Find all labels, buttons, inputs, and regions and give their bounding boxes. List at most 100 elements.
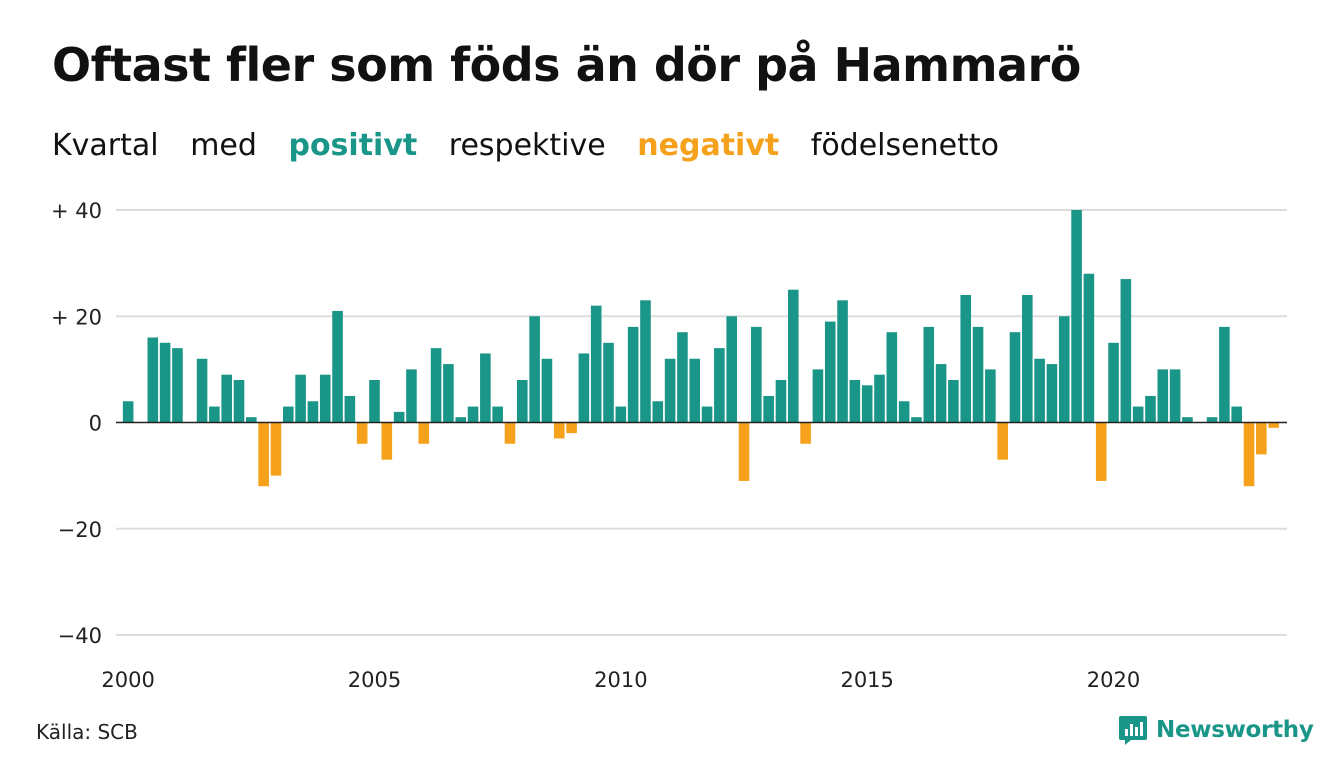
bar-positive [295,374,306,423]
bar-positive [615,406,627,423]
bar-positive [898,401,910,423]
brand-name: Newsworthy [1156,717,1314,743]
bar-positive [369,380,380,423]
bar-positive [172,348,183,423]
subtitle-word: Kvartal [52,128,159,163]
bar-positive [1046,364,1058,423]
bar-positive [406,369,417,423]
bar-positive [517,380,528,423]
bar-positive [1022,295,1033,423]
bars [122,210,1279,487]
bar-positive [923,326,935,423]
source-note: Källa: SCB [36,720,138,744]
bar-positive [467,406,479,423]
bar-positive [1182,417,1193,423]
bar-positive [1083,273,1095,423]
bar-positive [307,401,319,423]
bar-positive [664,358,676,423]
bar-positive [443,364,454,423]
bar-negative [1256,422,1267,455]
y-tick-label: + 40 [51,199,102,223]
bar-positive [578,353,590,423]
bar-positive [1231,406,1242,423]
bar-negative [800,422,811,444]
bar-negative [381,422,393,460]
bar-positive [209,406,220,423]
y-tick-label: −40 [58,624,102,648]
bar-positive [849,380,861,423]
bar-negative [738,422,750,481]
bar-positive [1157,369,1169,423]
bar-negative [504,422,516,444]
bar-negative [566,422,577,434]
x-tick-label: 2005 [348,668,401,692]
y-tick-label: −20 [58,518,102,542]
bar-positive [677,332,688,423]
bar-positive [603,342,614,423]
bar-negative [1268,422,1279,428]
chart-subtitle: Kvartal med positivt respektive negativt… [52,128,1021,163]
bar-positive [1071,210,1082,423]
bar-positive [455,417,467,423]
bar-negative [1243,422,1255,487]
chart-title: Oftast fler som föds än dör på Hammarö [52,38,1081,92]
bar-positive [196,358,208,423]
bar-positive [972,326,984,423]
bar-positive [122,401,134,423]
bar-positive [1034,358,1045,423]
bar-positive [824,321,836,423]
bar-positive [627,326,639,423]
bar-positive [701,406,713,423]
y-tick-label: + 20 [51,305,102,329]
bar-positive [1132,406,1144,423]
bar-positive [948,380,959,423]
bar-negative [418,422,430,444]
bar-negative [258,422,269,487]
bar-positive [886,332,898,423]
bar-positive [775,380,787,423]
bar-positive [1206,417,1218,423]
bar-positive [1108,342,1119,423]
bar-positive [1009,332,1021,423]
bar-negative [553,422,565,439]
bar-positive [1145,395,1156,423]
x-tick-label: 2020 [1087,668,1140,692]
subtitle-positive-label: positivt [288,128,418,163]
bar-positive [282,406,294,423]
bar-positive [590,305,602,423]
bar-positive [541,358,553,423]
bar-positive [480,353,491,423]
bar-positive [985,369,996,423]
bar-positive [332,310,343,423]
bar-positive [159,342,171,423]
bar-positive [726,316,737,423]
bar-positive [911,417,922,423]
bar-positive [861,385,873,423]
bar-positive [1169,369,1181,423]
subtitle-word: respektive [448,128,606,163]
x-tick-label: 2015 [840,668,893,692]
bar-positive [812,369,824,423]
brand-logo: Newsworthy [1118,714,1314,746]
bar-negative [997,422,1008,460]
bar-positive [960,295,972,423]
bar-positive [751,326,762,423]
bar-negative [1095,422,1107,481]
bar-positive [529,316,540,423]
bar-positive [1120,279,1132,423]
bar-positive [319,374,331,423]
x-tick-label: 2000 [101,668,154,692]
bar-positive [233,380,245,423]
bar-positive [344,395,356,423]
bar-positive [640,300,651,423]
subtitle-word: med [190,128,257,163]
y-tick-label: 0 [89,412,102,436]
bar-positive [492,406,503,423]
subtitle-word: födelsenetto [810,128,999,163]
bar-positive [714,348,725,423]
bar-positive [221,374,232,423]
bar-positive [787,289,799,423]
bar-positive [652,401,664,423]
bar-positive [430,348,442,423]
